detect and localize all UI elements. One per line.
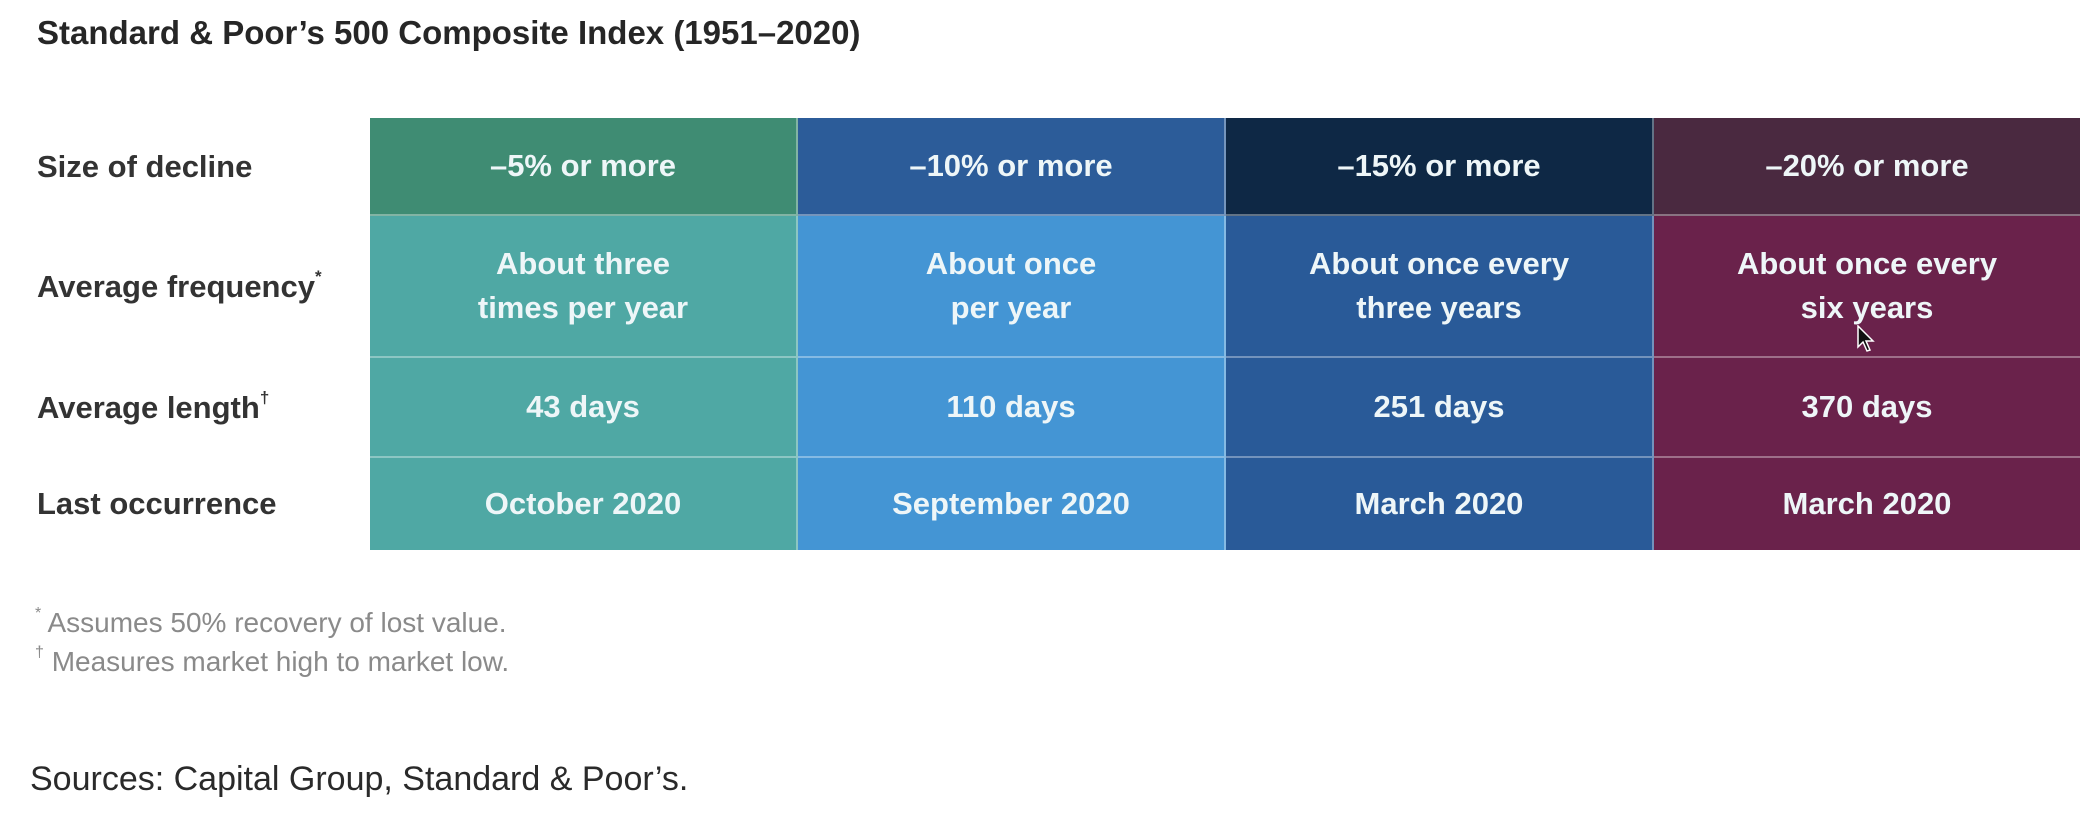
row-label-text: Average frequency [37, 269, 315, 304]
cell-text: March 2020 [1782, 486, 1952, 521]
footnote-mark: † [35, 643, 44, 661]
table-cell-average-length-col3: 251 days [1226, 358, 1654, 458]
table-cell-average-frequency-col1: About three times per year [370, 216, 798, 358]
footnote-marker: * [314, 266, 322, 286]
footnote-measure: † Measures market high to market low. [35, 643, 510, 678]
cell-text: –20% or more [1765, 148, 1969, 183]
footnote-recovery: * Assumes 50% recovery of lost value. [35, 604, 507, 639]
header-cell-size-of-decline-col2: –10% or more [798, 118, 1226, 216]
row-label-text: Last occurrence [37, 486, 277, 521]
row-label-text: Size of decline [37, 149, 253, 184]
cell-text: –10% or more [909, 148, 1113, 183]
row-label-size-of-decline: Size of decline [37, 149, 252, 185]
cell-text: 370 days [1801, 389, 1933, 424]
table-cell-average-length-col1: 43 days [370, 358, 798, 458]
row-label-text: Average length [37, 390, 260, 425]
footnote-marker: † [259, 387, 270, 407]
sources-text: Sources: Capital Group, Standard & Poor’… [30, 760, 689, 798]
header-cell-size-of-decline-col3: –15% or more [1226, 118, 1654, 216]
footnote-text: Assumes 50% recovery of lost value. [47, 607, 507, 638]
row-label-average-length: Average length† [37, 387, 270, 426]
footnote-mark: * [35, 604, 42, 622]
table-cell-last-occurrence-col3: March 2020 [1226, 458, 1654, 550]
mouse-cursor-icon [1857, 325, 1875, 352]
row-label-last-occurrence: Last occurrence [37, 486, 277, 522]
cell-text: –15% or more [1337, 148, 1541, 183]
header-cell-size-of-decline-col4: –20% or more [1654, 118, 2080, 216]
table-cell-average-frequency-col4: About once every six years [1654, 216, 2080, 358]
table-cell-last-occurrence-col1: October 2020 [370, 458, 798, 550]
cell-text: September 2020 [892, 486, 1130, 521]
table-cell-average-frequency-col2: About once per year [798, 216, 1226, 358]
table-cell-last-occurrence-col2: September 2020 [798, 458, 1226, 550]
cell-text: 43 days [526, 389, 640, 424]
cell-text: About once every six years [1736, 246, 1998, 325]
row-label-average-frequency: Average frequency* [37, 266, 322, 305]
chart-title: Standard & Poor’s 500 Composite Index (1… [37, 14, 861, 51]
cell-text: About three times per year [477, 246, 689, 325]
cell-text: March 2020 [1354, 486, 1524, 521]
table-cell-average-frequency-col3: About once every three years [1226, 216, 1654, 358]
cell-text: October 2020 [484, 486, 682, 521]
cell-text: 110 days [946, 389, 1076, 424]
cell-text: –5% or more [489, 148, 677, 183]
table-cell-average-length-col4: 370 days [1654, 358, 2080, 458]
table-cell-average-length-col2: 110 days [798, 358, 1226, 458]
cell-text: About once per year [925, 246, 1097, 325]
header-cell-size-of-decline-col1: –5% or more [370, 118, 798, 216]
cell-text: About once every three years [1308, 246, 1570, 325]
cell-text: 251 days [1373, 389, 1505, 424]
footnote-text: Measures market high to market low. [51, 646, 510, 677]
table-cell-last-occurrence-col4: March 2020 [1654, 458, 2080, 550]
